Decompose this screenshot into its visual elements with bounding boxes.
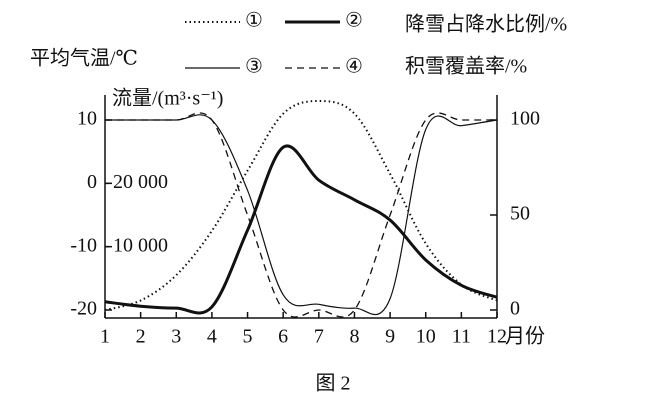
y3-tick-label: 10 000 [113,234,168,256]
series-line [105,114,498,316]
series-line [104,99,498,311]
flow-axis-title: 流量/(m³·s⁻¹) [112,87,223,110]
y-tick-label: 10 [77,108,97,130]
legend-label: ② [345,10,363,32]
right-axis-title: 降雪占降水比例/% [405,13,567,36]
x-tick-label: 1 [100,326,110,348]
y2-tick-label: 0 [510,298,520,320]
x-tick-label: 7 [314,326,324,348]
x-tick-label: 3 [171,326,181,348]
y2-tick-label: 100 [510,108,540,130]
y-tick-label: -10 [70,234,97,256]
x-tick-label: 6 [278,326,288,348]
legend-label: ① [245,10,263,32]
x-tick-label: 8 [349,326,359,348]
y3-tick-label: 20 000 [113,171,168,193]
x-tick-label: 11 [452,326,471,348]
y-tick-label: -20 [70,298,97,320]
right-axis-title: 积雪覆盖率/% [405,55,527,78]
series-line [104,144,498,315]
x-tick-label: 5 [243,326,253,348]
x-tick-label: 10 [416,326,436,348]
y-axis-title: 平均气温/℃ [30,47,138,70]
x-axis-title: 月份 [505,325,545,348]
x-tick-label: 4 [207,326,217,348]
y2-tick-label: 50 [510,203,530,225]
x-tick-label: 9 [385,326,395,348]
x-tick-label: 2 [136,326,146,348]
legend-label: ③ [245,56,263,78]
y-tick-label: 0 [87,171,97,193]
caption: 图 2 [316,373,351,395]
legend-label: ④ [345,56,363,78]
x-tick-label: 12 [487,326,507,348]
